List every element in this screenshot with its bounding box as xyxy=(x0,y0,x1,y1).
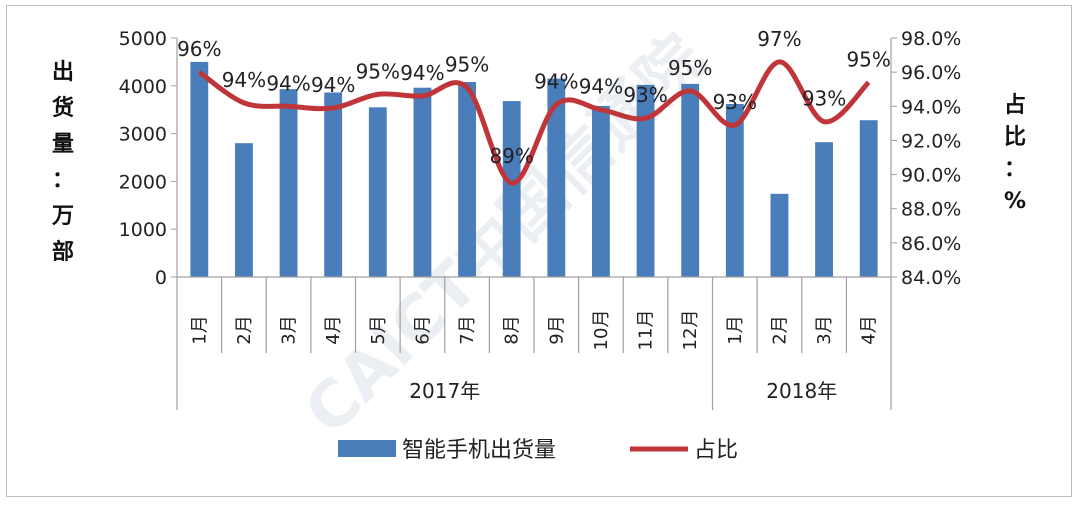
point-label-13: 93% xyxy=(713,90,757,114)
left-tick-label: 5000 xyxy=(119,28,167,50)
right-tick-label: 96.0% xyxy=(901,62,961,84)
bar-5 xyxy=(368,107,387,277)
point-label-10: 94% xyxy=(579,75,623,99)
right-axis-title-char: 比 xyxy=(1004,125,1026,150)
point-label-6: 94% xyxy=(400,61,444,85)
right-tick-label: 98.0% xyxy=(901,28,961,50)
bar-10 xyxy=(592,105,610,277)
point-label-12: 95% xyxy=(668,56,712,80)
category-label-6: 6月 xyxy=(412,315,433,344)
bar-16 xyxy=(859,120,878,277)
chart-frame xyxy=(6,5,1072,497)
share-line xyxy=(197,59,871,186)
category-label-14: 2月 xyxy=(769,315,790,344)
category-label-10: 10月 xyxy=(591,310,612,351)
legend-line-label: 占比 xyxy=(694,438,738,463)
category-label-8: 8月 xyxy=(502,315,523,344)
category-label-9: 9月 xyxy=(546,315,567,344)
left-axis-title-char: 出 xyxy=(52,60,74,85)
category-label-7: 7月 xyxy=(457,315,478,344)
left-axis-title-char: 货 xyxy=(52,95,74,121)
right-tick-label: 92.0% xyxy=(901,130,961,152)
point-label-4: 94% xyxy=(311,73,355,97)
legend-bar-label: 智能手机出货量 xyxy=(402,438,556,463)
point-label-2: 94% xyxy=(222,68,266,92)
right-axis-title-char: 占 xyxy=(1004,93,1026,118)
category-label-1: 1月 xyxy=(189,315,210,344)
bar-12 xyxy=(681,83,700,277)
right-tick-label: 86.0% xyxy=(901,233,961,255)
bar-14 xyxy=(770,193,789,277)
left-tick-label: 4000 xyxy=(119,76,167,98)
bar-9 xyxy=(547,78,566,277)
bar-11 xyxy=(636,84,655,278)
right-axis-title-char: % xyxy=(1004,189,1026,214)
point-label-9: 94% xyxy=(534,70,578,94)
left-axis-title-char: ： xyxy=(52,168,74,193)
bar-1 xyxy=(190,61,209,278)
bar-7 xyxy=(458,81,476,277)
category-label-4: 4月 xyxy=(323,315,344,344)
right-tick-label: 94.0% xyxy=(901,96,961,118)
bar-4 xyxy=(324,92,343,277)
category-label-12: 12月 xyxy=(680,310,701,351)
point-label-5: 95% xyxy=(356,59,400,83)
category-label-16: 4月 xyxy=(859,315,880,344)
bar-3 xyxy=(279,89,298,277)
year-group-label-2: 2018年 xyxy=(766,379,837,403)
bar-13 xyxy=(725,103,744,278)
point-label-11: 93% xyxy=(623,83,667,107)
left-axis-title-char: 万 xyxy=(51,204,74,229)
point-label-14: 97% xyxy=(757,27,801,51)
right-tick-label: 84.0% xyxy=(901,267,961,289)
bar-15 xyxy=(815,142,833,277)
point-label-8: 89% xyxy=(489,144,533,168)
category-label-2: 2月 xyxy=(234,315,255,344)
bar-2 xyxy=(235,143,253,277)
point-label-3: 94% xyxy=(266,71,310,95)
left-tick-label: 0 xyxy=(155,267,167,289)
category-label-15: 3月 xyxy=(814,315,835,344)
legend-bar-swatch xyxy=(338,440,396,457)
left-tick-label: 1000 xyxy=(119,219,167,241)
left-axis-title-char: 部 xyxy=(52,239,74,265)
right-tick-label: 88.0% xyxy=(901,199,961,221)
category-label-5: 5月 xyxy=(368,315,389,344)
right-axis-title-char: ： xyxy=(1004,157,1026,182)
left-axis-title-char: 量 xyxy=(52,132,74,157)
point-label-7: 95% xyxy=(445,53,489,77)
bar-6 xyxy=(413,87,432,277)
bar-8 xyxy=(502,101,521,277)
point-label-16: 95% xyxy=(846,47,890,71)
right-tick-label: 90.0% xyxy=(901,165,961,187)
year-group-label-1: 2017年 xyxy=(409,379,480,403)
point-label-15: 93% xyxy=(802,87,846,111)
left-tick-label: 2000 xyxy=(119,171,167,193)
category-label-11: 11月 xyxy=(636,310,657,351)
category-label-13: 1月 xyxy=(725,315,746,344)
left-tick-label: 3000 xyxy=(119,124,167,146)
category-label-3: 3月 xyxy=(279,315,300,344)
point-label-1: 96% xyxy=(177,37,221,61)
